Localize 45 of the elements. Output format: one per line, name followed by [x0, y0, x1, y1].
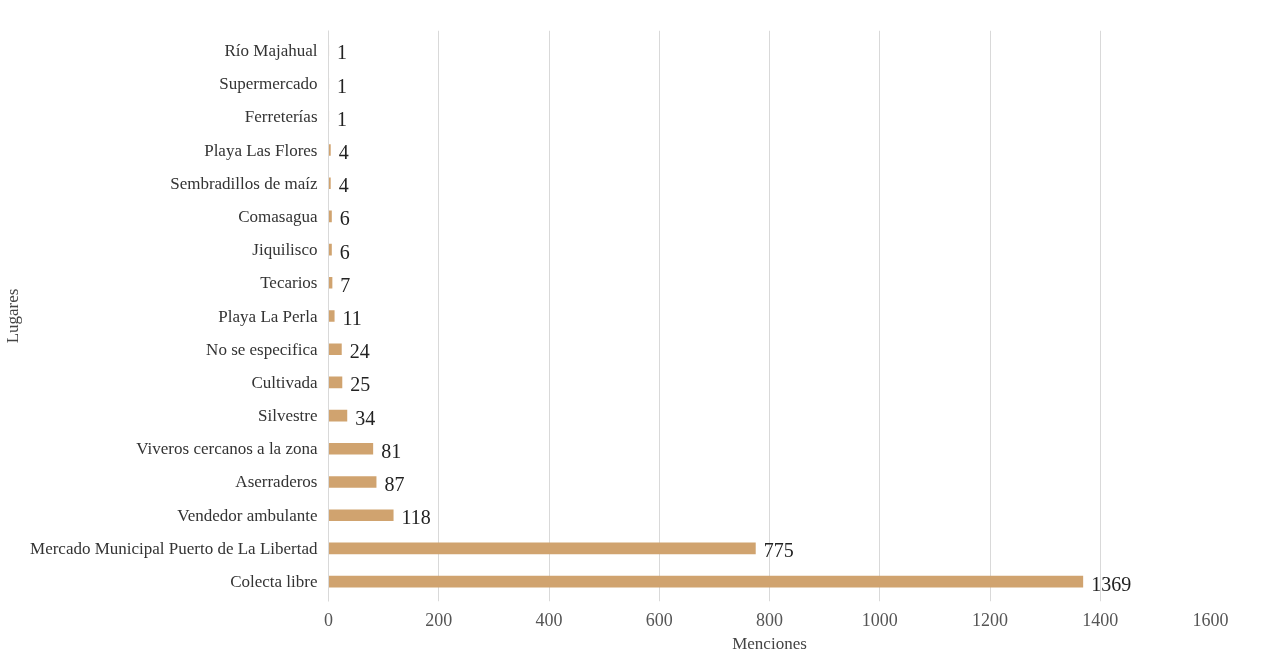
x-tick-label: 800: [756, 609, 783, 630]
data-label: 1: [337, 107, 348, 130]
data-label: 87: [384, 472, 405, 495]
y-tick-label: Supermercado: [219, 74, 318, 94]
x-tick-label: 0: [324, 609, 333, 630]
x-tick-label: 1600: [1192, 609, 1229, 630]
x-tick-label: 200: [425, 609, 453, 630]
x-tick-label: 600: [645, 609, 673, 630]
x-tick-label: 1000: [861, 609, 898, 630]
y-tick-label: No se especifica: [206, 339, 318, 359]
data-label: 4: [338, 174, 349, 197]
data-label: 34: [355, 406, 376, 429]
y-tick-label: Tecarios: [260, 273, 318, 293]
data-label: 118: [401, 506, 431, 529]
x-axis-title: Menciones: [732, 633, 807, 653]
x-tick-label: 400: [535, 609, 563, 630]
data-label: 81: [381, 439, 402, 462]
data-label: 7: [340, 273, 351, 296]
y-tick-label: Playa Las Flores: [204, 140, 318, 160]
y-axis-title: Lugares: [3, 288, 23, 344]
data-label: 6: [339, 207, 350, 230]
y-tick-label: Cultivada: [251, 372, 318, 392]
data-label: 24: [349, 340, 370, 363]
data-label: 11: [342, 307, 362, 329]
y-tick-label: Jiquilisco: [252, 240, 318, 260]
x-tick-label: 1200: [972, 609, 1008, 630]
x-tick-label: 1400: [1082, 609, 1119, 630]
y-tick-label: Ferreterías: [244, 107, 318, 127]
y-tick-label: Río Majahual: [224, 40, 318, 60]
data-label: 6: [339, 240, 350, 263]
y-tick-label: Comasagua: [238, 206, 318, 226]
data-label: 1: [337, 41, 348, 64]
y-tick-label: Vendedor ambulante: [177, 505, 318, 525]
y-tick-label: Sembradillos de maíz: [170, 173, 318, 193]
data-label: 1369: [1091, 572, 1132, 595]
data-label: 25: [350, 373, 371, 396]
y-tick-label: Viveros cercanos a la zona: [136, 439, 318, 459]
y-tick-label: Playa La Perla: [218, 306, 318, 326]
data-label: 1: [337, 74, 348, 97]
y-tick-label: Mercado Municipal Puerto de La Libertad: [30, 538, 318, 558]
data-label: 4: [338, 141, 349, 164]
y-tick-label: Colecta libre: [230, 572, 318, 592]
y-tick-label: Silvestre: [258, 406, 318, 426]
y-tick-label: Aserraderos: [235, 472, 318, 492]
data-label: 775: [763, 539, 794, 562]
